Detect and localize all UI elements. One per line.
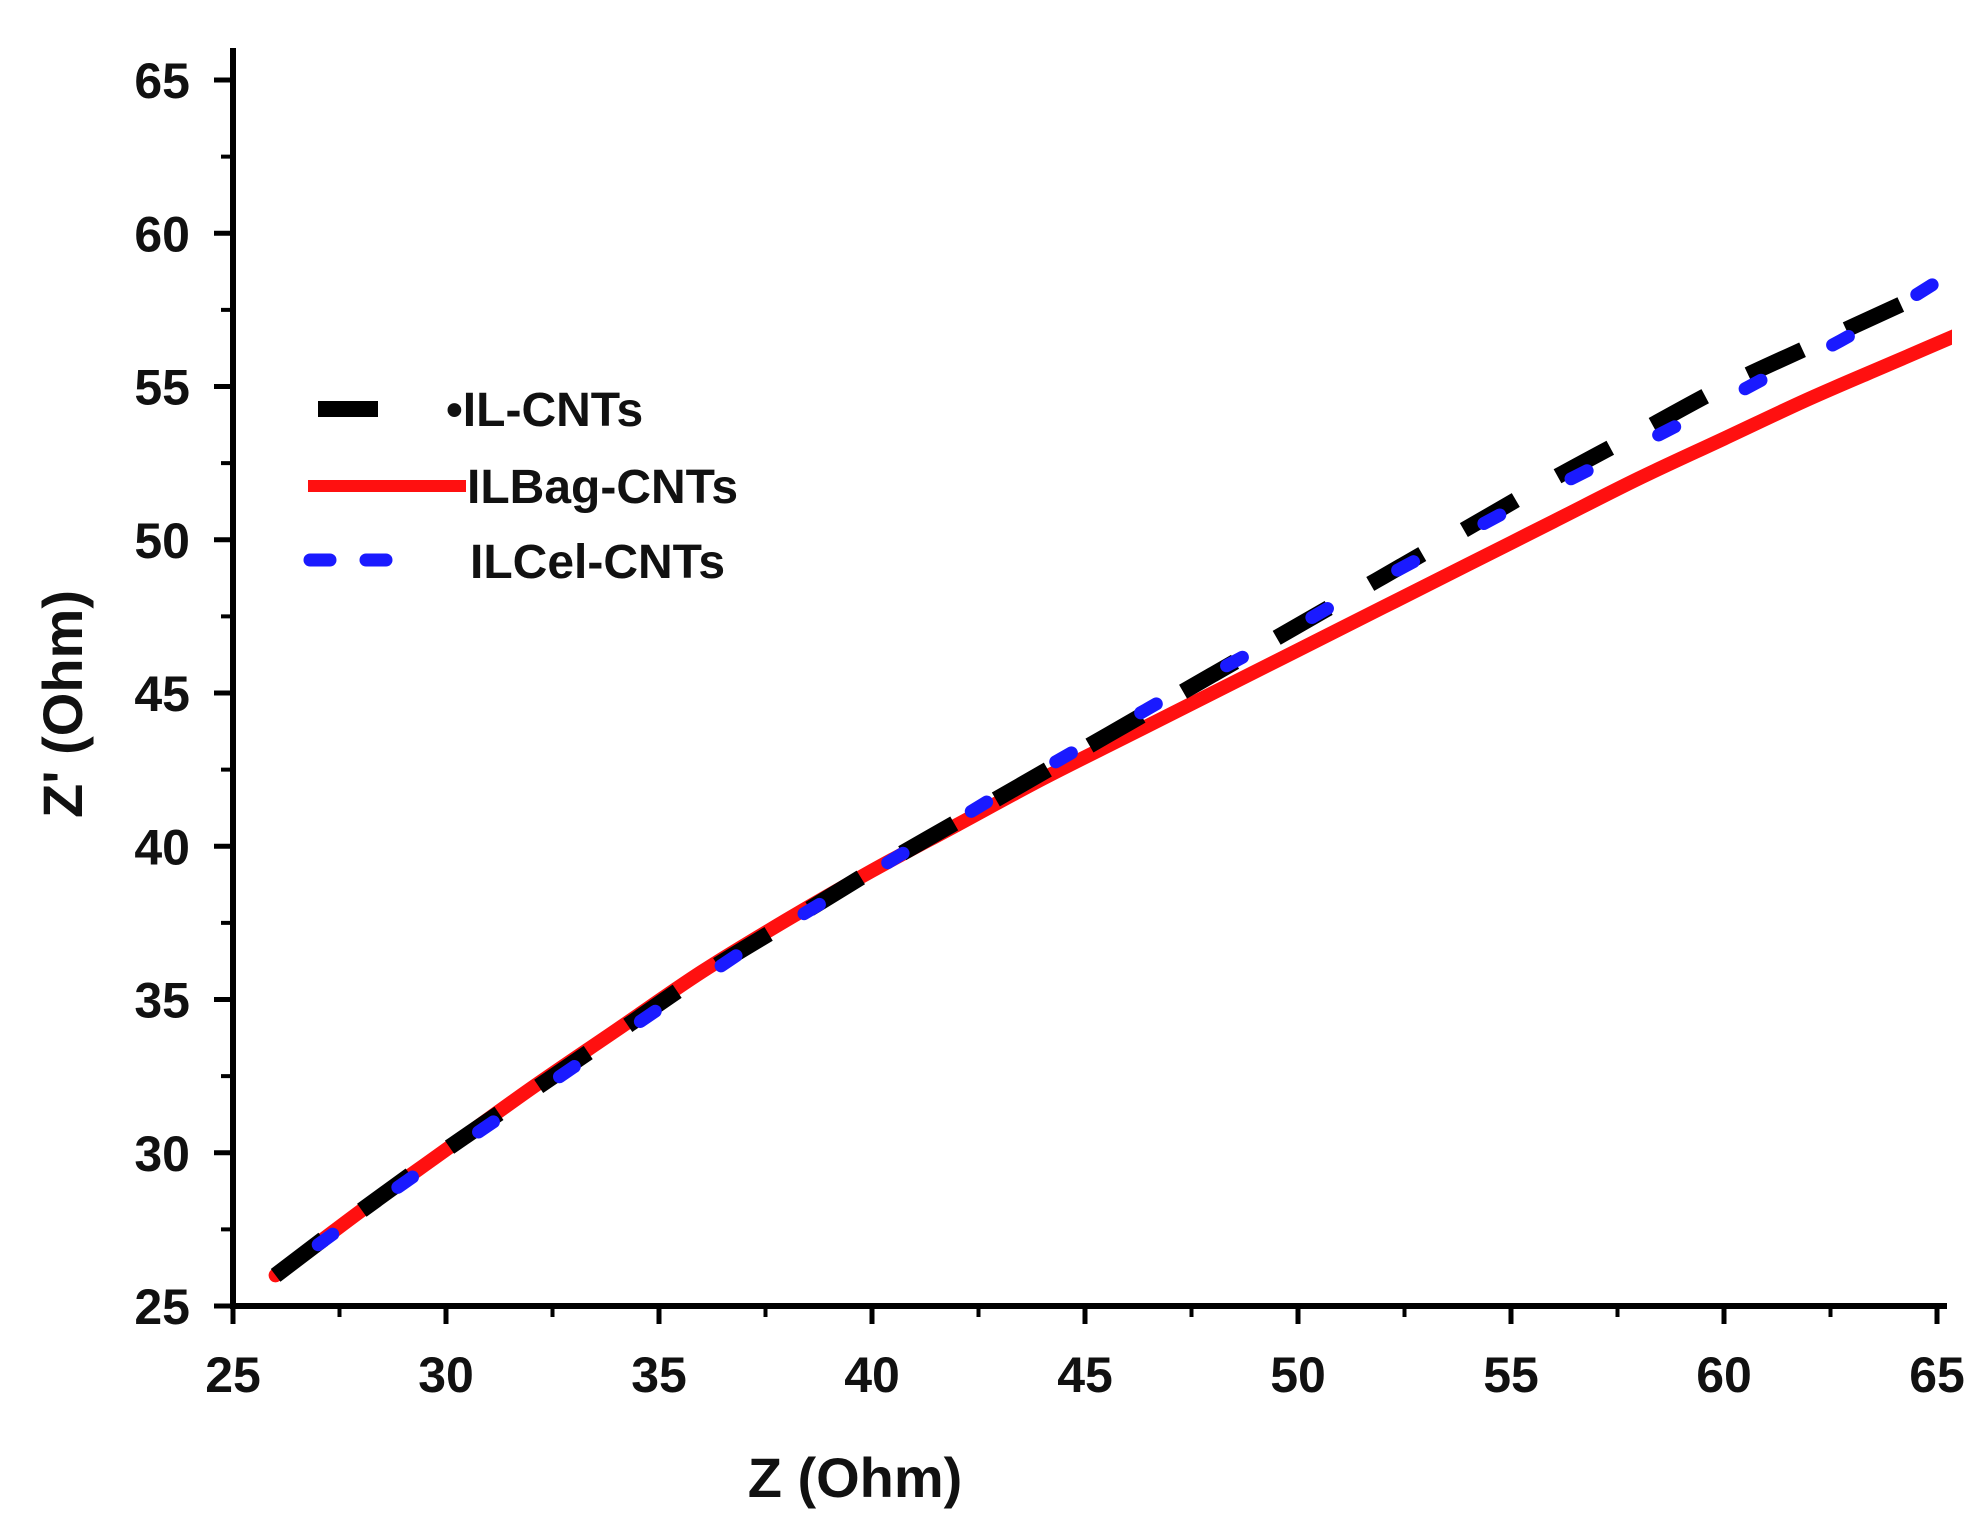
- series-line-il-cnts: [270, 290, 1920, 1282]
- y-tick-label-60: 60: [134, 206, 190, 262]
- y-axis-title: Z' (Ohm): [31, 590, 94, 818]
- legend-label-il-cnts: •IL-CNTs: [446, 384, 643, 437]
- y-tick-label-35: 35: [134, 973, 190, 1029]
- x-tick-label-55: 55: [1483, 1347, 1539, 1403]
- x-tick-label-30: 30: [418, 1347, 474, 1403]
- legend-label-ilbag-cnts: ILBag-CNTs: [467, 461, 738, 514]
- legend-label-ilcel-cnts: ILCel-CNTs: [470, 536, 725, 589]
- axes: 25 30 35 40 45 50 55 60 65 25 30 35 40 45 50 55 60 65: [134, 48, 1965, 1403]
- legend-item-il-cnts: •IL-CNTs: [318, 384, 643, 437]
- x-tick-label-60: 60: [1696, 1347, 1752, 1403]
- x-tick-label-65: 65: [1909, 1347, 1965, 1403]
- y-tick-label-50: 50: [134, 513, 190, 569]
- x-axis-title: Z (Ohm): [748, 1446, 963, 1509]
- x-tick-label-50: 50: [1270, 1347, 1326, 1403]
- x-tick-label-25: 25: [205, 1347, 261, 1403]
- x-tick-label-40: 40: [844, 1347, 900, 1403]
- y-tick-label-25: 25: [134, 1279, 190, 1335]
- series-line-ilcel-cnts: [311, 264, 1952, 1252]
- y-tick-label-40: 40: [134, 819, 190, 875]
- y-tick-label-45: 45: [134, 666, 190, 722]
- y-ticks: 25 30 35 40 45 50 55 60 65: [134, 53, 233, 1335]
- x-ticks: 25 30 35 40 45 50 55 60 65: [205, 1306, 1965, 1403]
- x-tick-label-35: 35: [631, 1347, 687, 1403]
- series-layer: [268, 264, 1952, 1283]
- y-tick-label-30: 30: [134, 1126, 190, 1182]
- y-tick-label-65: 65: [134, 53, 190, 109]
- legend-item-ilcel-cnts: ILCel-CNTs: [303, 536, 725, 589]
- y-tick-label-55: 55: [134, 360, 190, 416]
- x-tick-label-45: 45: [1057, 1347, 1113, 1403]
- legend: •IL-CNTs ILBag-CNTs ILCel-CNTs: [303, 384, 738, 589]
- legend-item-ilbag-cnts: ILBag-CNTs: [308, 461, 738, 514]
